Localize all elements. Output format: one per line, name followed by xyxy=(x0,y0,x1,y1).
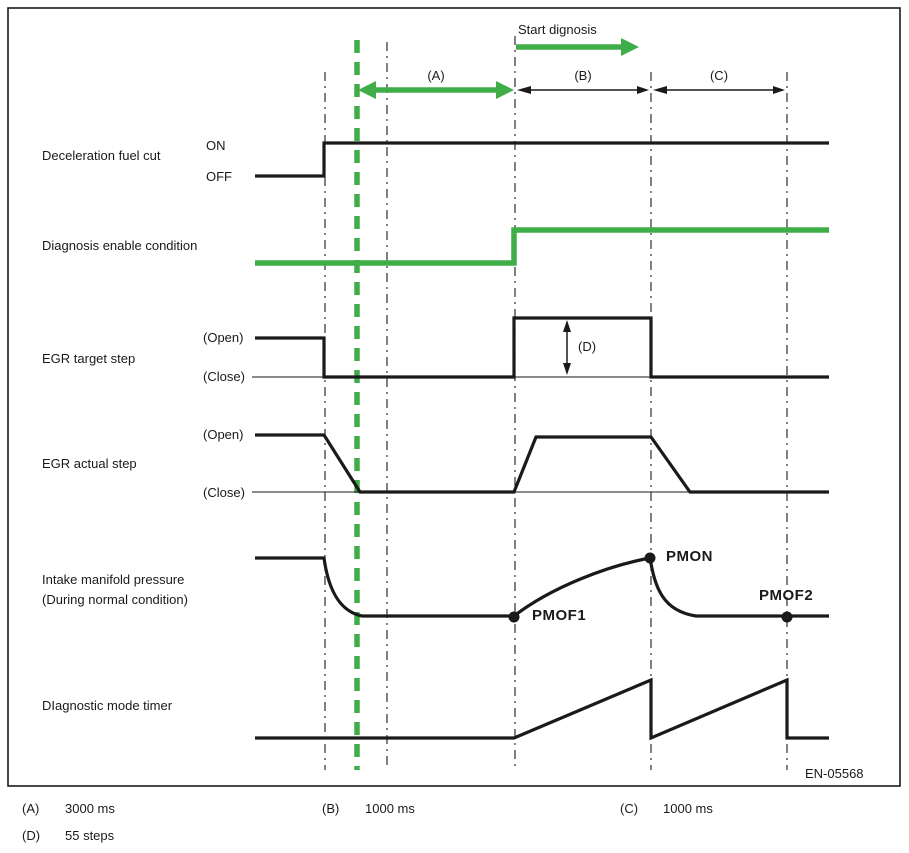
fuel-cut-off-label: OFF xyxy=(206,169,232,184)
fuel-cut-trace xyxy=(255,141,829,178)
arrowhead-right-icon xyxy=(637,86,649,94)
egr-target-label: EGR target step xyxy=(42,351,136,366)
egr-actual-open-label: (Open) xyxy=(203,427,244,442)
egr-actual-trace xyxy=(255,433,829,494)
arrowhead-right-icon xyxy=(773,86,785,94)
diagram-border xyxy=(7,7,901,787)
figure-id: EN-05568 xyxy=(805,766,864,781)
arrowhead-right-icon xyxy=(496,81,514,99)
interval-a-label: (A) xyxy=(427,68,445,83)
arrowhead-left-icon xyxy=(517,86,531,94)
interval-a-arrow xyxy=(358,81,514,99)
pressure-label-line1: Intake manifold pressure xyxy=(42,572,185,587)
legend-key-b: (B) xyxy=(322,801,340,816)
pmof2-label: PMOF2 xyxy=(759,587,814,604)
arrowhead-left-icon xyxy=(358,81,376,99)
legend-value-a: 3000 ms xyxy=(65,801,115,816)
arrowhead-left-icon xyxy=(653,86,667,94)
interval-c-arrow xyxy=(653,86,785,94)
egr-target-open-label: (Open) xyxy=(203,330,244,345)
fuel-cut-label: Deceleration fuel cut xyxy=(42,148,161,163)
pressure-trace xyxy=(255,556,829,618)
legend-key-a: (A) xyxy=(22,801,40,816)
pmof1-point xyxy=(508,611,520,623)
start-diagnosis-label: Start dignosis xyxy=(518,22,597,37)
timer-label: DIagnostic mode timer xyxy=(42,698,173,713)
diagnosis-enable-trace xyxy=(255,227,829,266)
egr-target-close-label: (Close) xyxy=(203,369,245,384)
pmon-label: PMON xyxy=(666,548,713,565)
pmof2-point xyxy=(781,611,793,623)
legend-key-d: (D) xyxy=(22,828,41,843)
pressure-label-line2: (During normal condition) xyxy=(42,592,188,607)
diagnosis-enable-label: Diagnosis enable condition xyxy=(42,238,198,253)
interval-d-arrow xyxy=(563,320,571,375)
interval-b-label: (B) xyxy=(574,68,592,83)
start-diagnosis-arrow xyxy=(516,38,639,56)
legend-value-d: 55 steps xyxy=(65,828,115,843)
legend-value-b: 1000 ms xyxy=(365,801,415,816)
reference-lines xyxy=(324,36,788,770)
interval-c-label: (C) xyxy=(709,68,729,83)
pmof1-label: PMOF1 xyxy=(532,607,587,624)
pmon-point xyxy=(644,552,656,564)
legend-key-c: (C) xyxy=(620,801,639,816)
arrowhead-right-icon xyxy=(621,38,639,56)
arrowhead-up-icon xyxy=(563,320,571,332)
interval-b-arrow xyxy=(517,86,649,94)
egr-actual-label: EGR actual step xyxy=(42,456,137,471)
egr-target-trace xyxy=(255,316,829,379)
timer-trace xyxy=(255,677,829,741)
arrowhead-down-icon xyxy=(563,363,571,375)
interval-d-label: (D) xyxy=(578,339,597,354)
legend-value-c: 1000 ms xyxy=(663,801,713,816)
fuel-cut-on-label: ON xyxy=(206,138,226,153)
egr-actual-close-label: (Close) xyxy=(203,485,245,500)
